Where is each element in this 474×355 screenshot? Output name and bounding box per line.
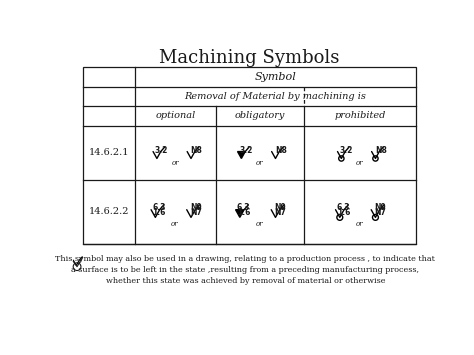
Text: N8: N8 [190, 146, 202, 155]
Text: N7: N7 [275, 208, 287, 217]
Text: N9: N9 [275, 203, 286, 212]
Text: This symbol may also be used in a drawing, relating to a production process , to: This symbol may also be used in a drawin… [55, 255, 435, 285]
Text: N9: N9 [374, 203, 386, 212]
Text: or: or [356, 159, 364, 168]
Text: N7: N7 [374, 208, 387, 217]
Text: 14.6.2.1: 14.6.2.1 [89, 148, 129, 157]
Text: 1.6: 1.6 [237, 208, 250, 217]
Text: or: or [356, 219, 363, 228]
Polygon shape [237, 152, 245, 158]
Text: or: or [171, 219, 179, 228]
Text: 3.2: 3.2 [339, 146, 353, 155]
Text: 6.3: 6.3 [152, 203, 165, 212]
Text: or: or [172, 159, 179, 168]
Text: obligatory: obligatory [235, 111, 285, 120]
Bar [82, 67, 416, 244]
Text: Symbol: Symbol [255, 72, 296, 82]
Text: 3.2: 3.2 [155, 146, 168, 155]
Text: N7: N7 [190, 208, 202, 217]
Text: N8: N8 [375, 146, 387, 155]
Text: or: or [256, 159, 264, 168]
Text: Removal of Material by machining is: Removal of Material by machining is [184, 92, 366, 101]
Text: 6.3: 6.3 [337, 203, 350, 212]
Text: 6.3: 6.3 [237, 203, 250, 212]
Text: N8: N8 [275, 146, 287, 155]
Text: 14.6.2.2: 14.6.2.2 [89, 208, 129, 217]
Text: prohibited: prohibited [334, 111, 386, 120]
Text: N9: N9 [190, 203, 202, 212]
Text: Machining Symbols: Machining Symbols [159, 49, 339, 67]
Text: 3.2: 3.2 [239, 146, 253, 155]
Text: or: or [255, 219, 263, 228]
Polygon shape [236, 210, 244, 217]
Text: optional: optional [155, 111, 196, 120]
Text: 1.6: 1.6 [152, 208, 165, 217]
Text: 1.6: 1.6 [337, 208, 350, 217]
